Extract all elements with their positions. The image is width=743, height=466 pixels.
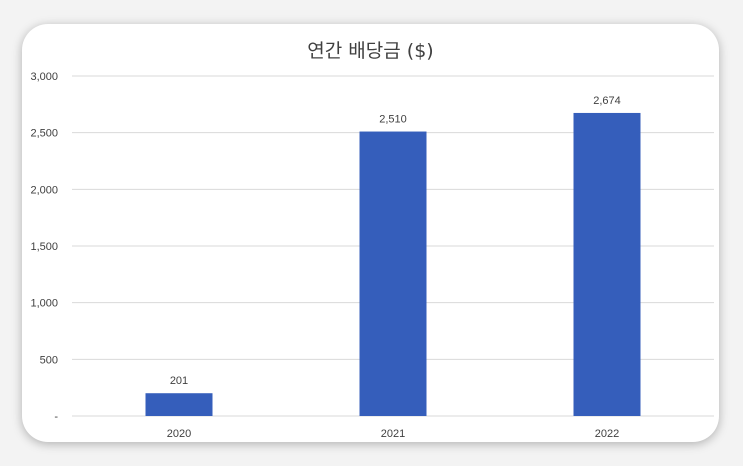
data-label: 2,510 [379,114,407,126]
x-tick-label: 2021 [381,428,405,440]
bar [573,112,641,417]
data-label: 201 [170,375,188,387]
y-tick-label: 1,000 [30,298,58,310]
bar [359,131,427,417]
y-tick-label: 3,000 [30,71,58,83]
bar [145,393,213,416]
y-tick-label: 500 [40,354,58,366]
y-tick-label: 1,500 [30,241,58,253]
y-tick-label: - [54,411,58,423]
x-tick-label: 2020 [167,428,191,440]
y-tick-label: 2,000 [30,184,58,196]
y-tick-label: 2,500 [30,128,58,140]
x-tick-label: 2022 [595,428,619,440]
chart-title: 연간 배당금 ($) [307,40,434,62]
data-label: 2,674 [593,95,621,107]
